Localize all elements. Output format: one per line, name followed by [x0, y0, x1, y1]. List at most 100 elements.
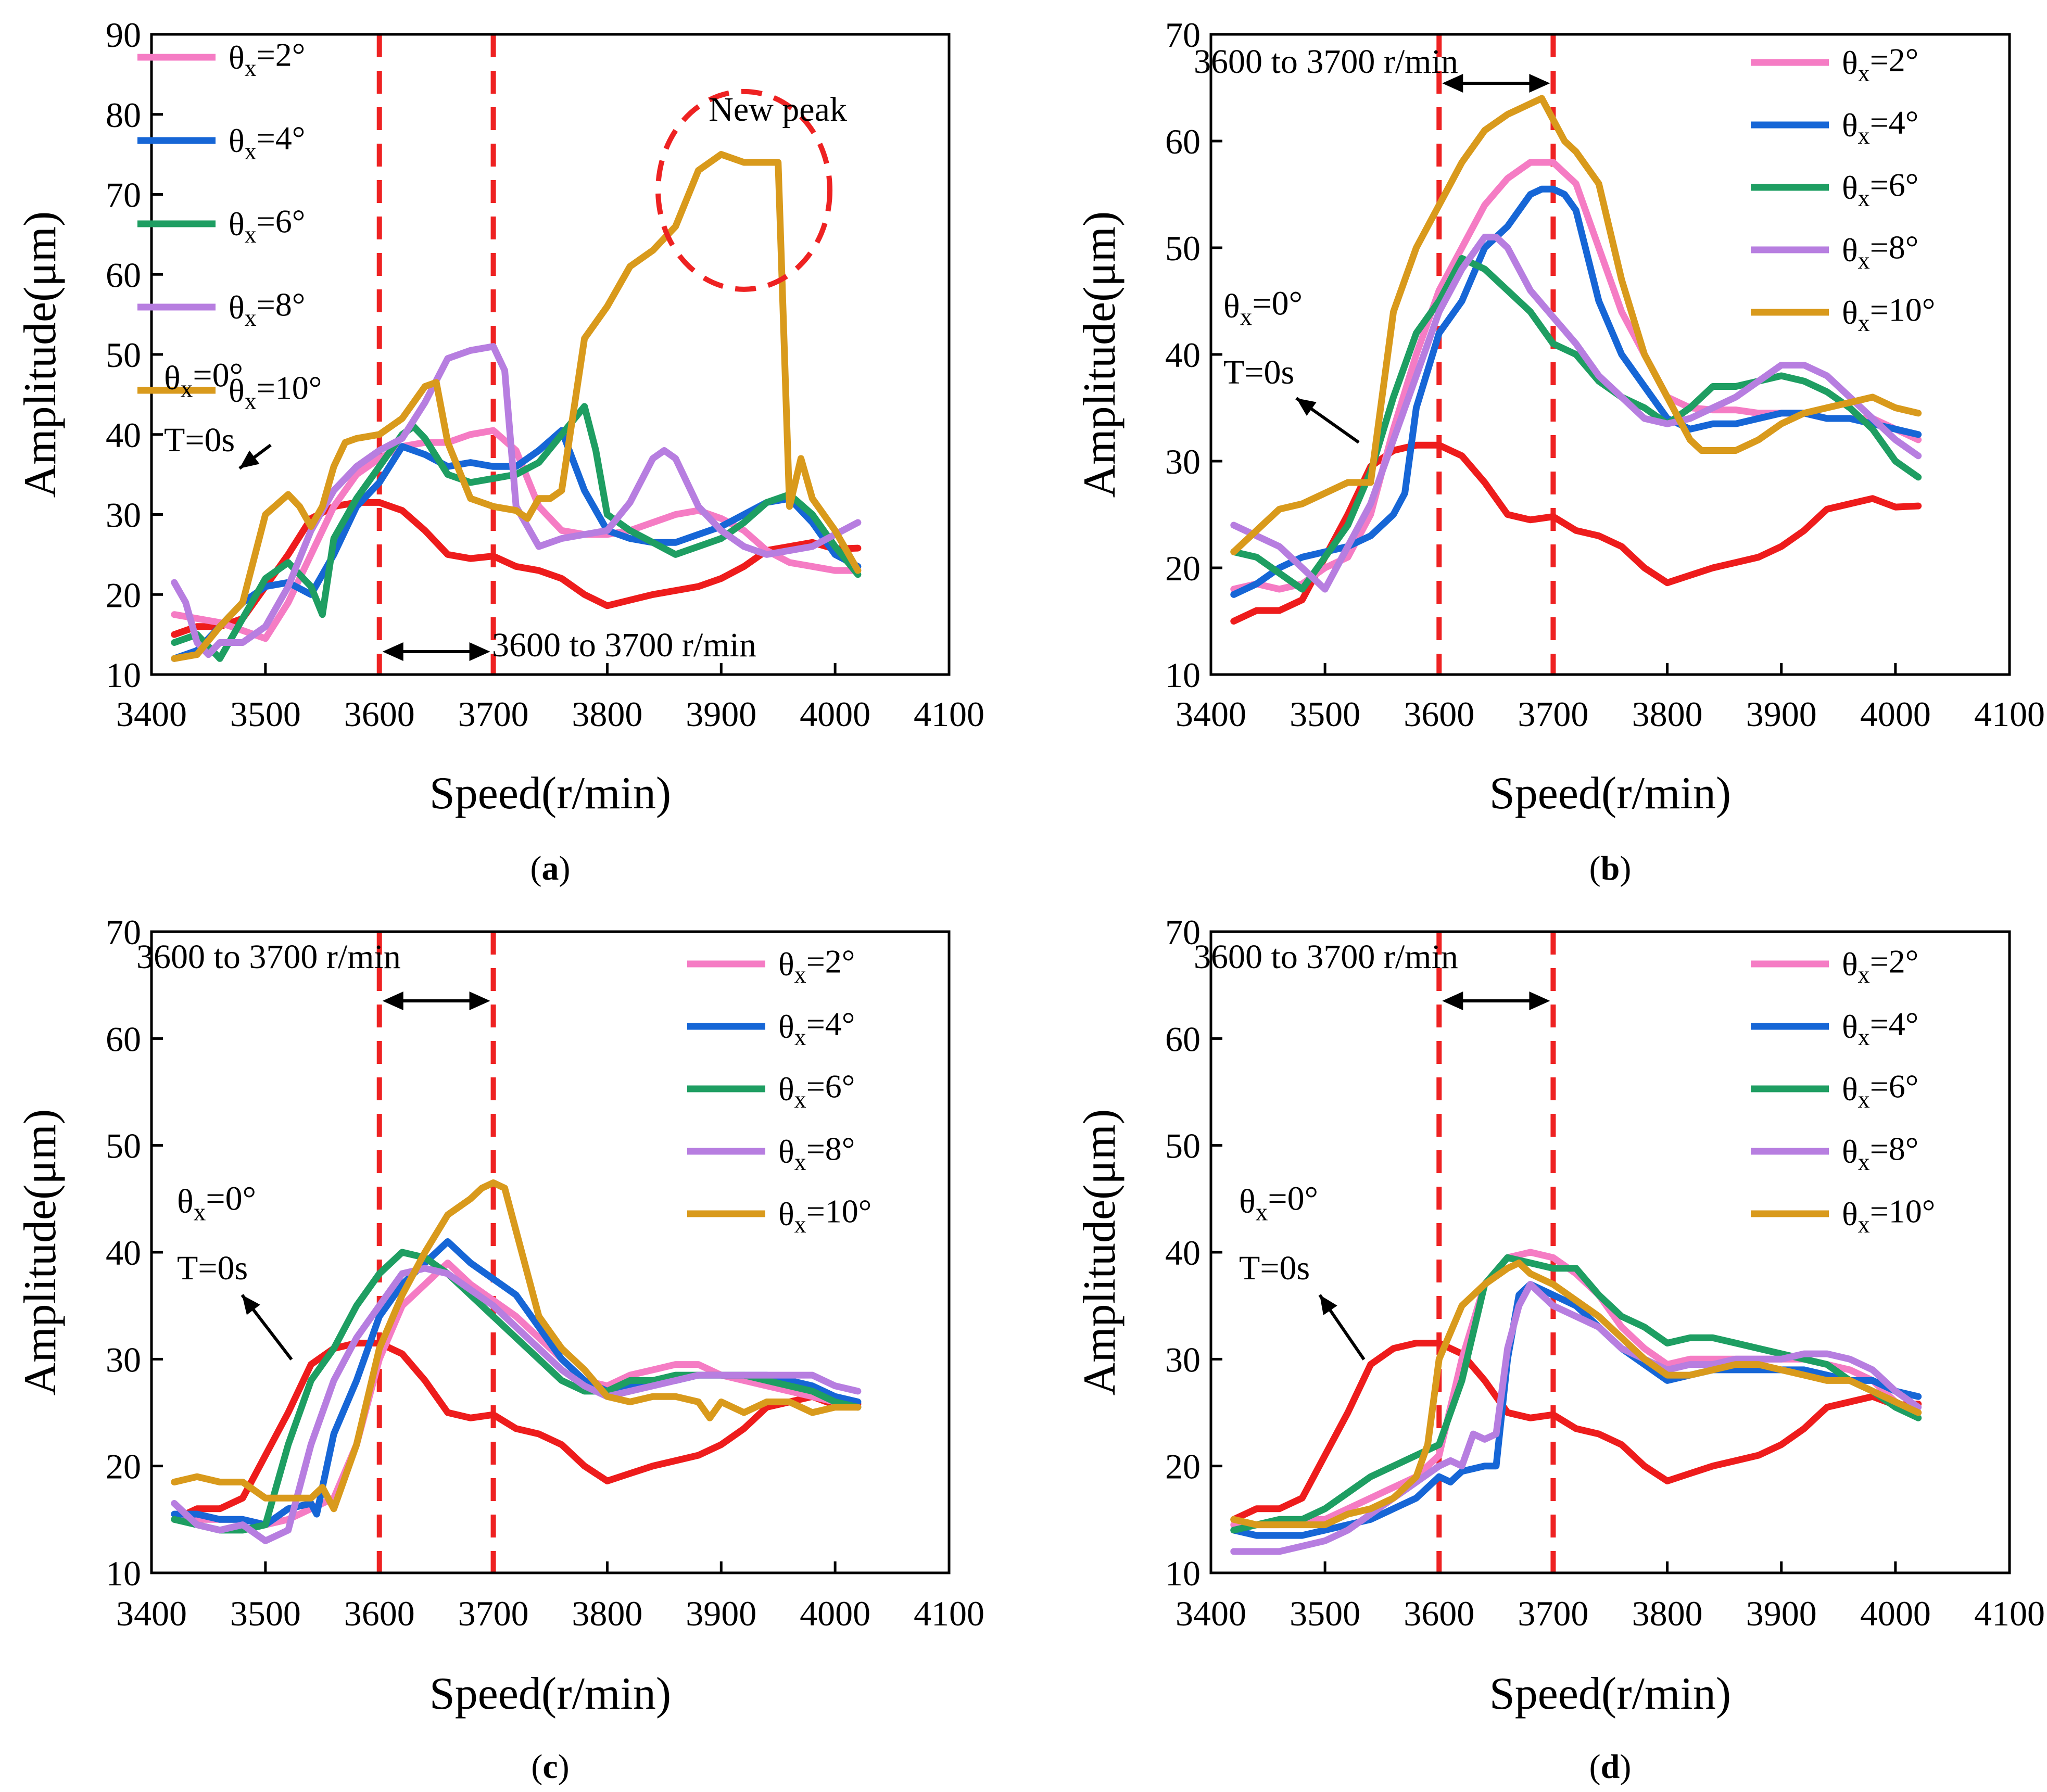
- x-tick-label: 4000: [800, 1594, 870, 1633]
- baseline-arrow-head: [1320, 1295, 1337, 1315]
- chart-panel: 3400 3500 3600 3700 3800 3900 4000 4100 10 20 30 40…: [15, 15, 984, 887]
- label-rest: =0°: [193, 356, 243, 394]
- y-tick-label: 50: [106, 335, 141, 375]
- subscript-x: x: [245, 304, 257, 331]
- label-rest: =2°: [806, 943, 855, 980]
- y-tick-label: 60: [1165, 1019, 1201, 1059]
- y-tick-label: 70: [1165, 15, 1201, 55]
- x-tick-label: 3900: [1746, 694, 1817, 734]
- range-arrow-right-head: [1529, 992, 1550, 1010]
- panel-label: (c): [531, 1748, 569, 1786]
- y-tick-label: 40: [106, 1233, 141, 1273]
- x-tick-label: 3800: [572, 694, 642, 734]
- x-tick-label: 4100: [1974, 694, 2045, 734]
- y-tick-label: 20: [106, 1447, 141, 1486]
- baseline-annotation: θx=0°T=0s: [164, 356, 272, 470]
- subscript-x: x: [245, 388, 257, 414]
- y-axis-title: Amplitude(μm): [15, 1109, 66, 1396]
- series-line: [171, 403, 862, 662]
- label-rest: =0°: [1252, 284, 1303, 322]
- label-rest: =2°: [1870, 943, 1919, 980]
- x-tick-label: 3500: [230, 694, 301, 734]
- series-line: [1230, 1340, 1922, 1523]
- x-tick-label: 3400: [116, 1594, 187, 1633]
- label-rest: =2°: [1870, 42, 1919, 79]
- y-axis-title: Amplitude(μm): [1075, 211, 1125, 498]
- range-annotation: 3600 to 3700 r/min: [382, 626, 756, 664]
- label-rest: =6°: [257, 203, 306, 240]
- panel-letter: c: [542, 1748, 558, 1786]
- x-tick-label: 3900: [1746, 1594, 1817, 1633]
- subscript-x: x: [245, 138, 257, 164]
- legend-label: θx=2°: [1842, 42, 1918, 86]
- y-tick-label: 70: [1165, 912, 1201, 952]
- baseline-arrow-head: [1296, 398, 1317, 416]
- label-rest: =8°: [1870, 1130, 1919, 1167]
- subscript-x: x: [1858, 1149, 1870, 1175]
- legend-label: θx=6°: [778, 1068, 855, 1113]
- y-tick-label: 50: [1165, 1126, 1201, 1166]
- subscript-x: x: [1256, 1199, 1268, 1226]
- legend-label: θx=2°: [778, 943, 855, 988]
- panel-letter: b: [1601, 849, 1620, 887]
- legend-label: θx=8°: [1842, 1130, 1918, 1175]
- chart-panel: 3400 3500 3600 3700 3800 3900 4000 4100 10 20 30 40…: [1075, 15, 2045, 887]
- subscript-x: x: [794, 1211, 806, 1238]
- chart-panel: 3400 3500 3600 3700 3800 3900 4000 4100 10 20 30 40…: [1075, 912, 2045, 1786]
- range-label: 3600 to 3700 r/min: [1194, 938, 1458, 976]
- y-tick-label: 90: [106, 15, 141, 55]
- label-rest: =10°: [806, 1193, 872, 1230]
- series-line: [1230, 1260, 1922, 1529]
- plot-frame: [1209, 930, 2011, 1574]
- range-arrow-right-head: [469, 642, 490, 661]
- label-rest: =10°: [1870, 291, 1936, 328]
- baseline-time-label: T=0s: [164, 421, 235, 459]
- y-tick-label: 20: [1165, 1447, 1201, 1486]
- series-line: [1230, 255, 1922, 593]
- x-tick-label: 3700: [1518, 694, 1588, 734]
- x-tick-label: 3600: [1404, 1594, 1474, 1633]
- legend-label: θx=4°: [1842, 104, 1918, 149]
- label-rest: =8°: [806, 1130, 855, 1167]
- x-tick-label: 3600: [344, 1594, 415, 1633]
- x-tick-label: 3600: [1404, 694, 1474, 734]
- series-line: [1230, 441, 1922, 625]
- range-arrow-left-head: [382, 992, 403, 1010]
- subscript-x: x: [794, 1086, 806, 1113]
- label-rest: =6°: [806, 1068, 855, 1105]
- x-tick-label: 4100: [914, 1594, 984, 1633]
- y-tick-label: 30: [106, 495, 141, 535]
- legend: θx=2°θx=4°θx=6°θx=8°θx=10°: [137, 36, 322, 414]
- range-arrow-right-head: [1529, 74, 1550, 93]
- subscript-x: x: [1858, 310, 1870, 336]
- baseline-angle-label: θx=0°: [177, 1179, 256, 1226]
- label-rest: =6°: [1870, 1068, 1919, 1105]
- y-tick-label: 10: [106, 655, 141, 695]
- panel-label: (b): [1589, 849, 1632, 887]
- legend-label: θx=10°: [1842, 291, 1935, 336]
- y-tick-label: 70: [106, 912, 141, 952]
- legend-label: θx=8°: [229, 286, 305, 331]
- y-tick-label: 30: [1165, 442, 1201, 481]
- x-axis-title: Speed(r/min): [1489, 1669, 1731, 1719]
- x-tick-label: 3800: [572, 1594, 642, 1633]
- label-rest: =6°: [1870, 167, 1919, 204]
- y-tick-label: 20: [1165, 549, 1201, 588]
- range-label: 3600 to 3700 r/min: [492, 626, 756, 664]
- range-arrow-left-head: [1442, 992, 1463, 1010]
- new-peak-circle: [655, 88, 833, 292]
- baseline-arrow-head: [242, 1295, 260, 1315]
- x-tick-label: 3800: [1632, 694, 1703, 734]
- label-rest: =2°: [257, 36, 306, 73]
- baseline-time-label: T=0s: [1239, 1249, 1310, 1287]
- y-axis-title: Amplitude(μm): [1075, 1109, 1125, 1396]
- subscript-x: x: [1858, 247, 1870, 274]
- range-arrow-left-head: [1442, 74, 1463, 93]
- y-tick-label: 30: [106, 1340, 141, 1379]
- y-tick-label: 50: [106, 1126, 141, 1166]
- subscript-x: x: [1858, 185, 1870, 211]
- plot-frame: [150, 930, 951, 1574]
- series-line: [171, 151, 862, 662]
- y-tick-label: 10: [1165, 655, 1201, 695]
